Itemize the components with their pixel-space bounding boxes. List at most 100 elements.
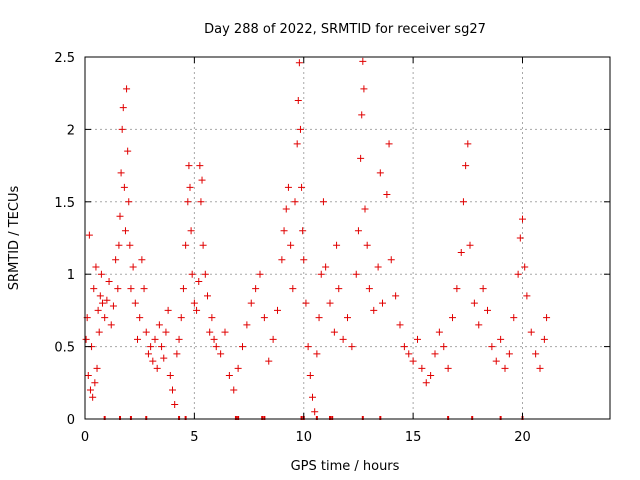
data-point [387, 256, 395, 264]
data-point [184, 198, 192, 206]
data-point [120, 183, 128, 191]
data-point [361, 205, 369, 213]
data-point [93, 364, 101, 372]
data-point [185, 162, 193, 170]
data-point [243, 321, 251, 329]
data-point [177, 314, 185, 322]
data-points [82, 57, 551, 416]
data-point [112, 256, 120, 264]
data-point [131, 299, 139, 307]
x-tick-label: 15 [405, 430, 422, 445]
data-point [304, 343, 312, 351]
data-point [400, 343, 408, 351]
data-point [470, 299, 478, 307]
data-point [294, 96, 302, 104]
data-point [117, 169, 125, 177]
data-point [330, 328, 338, 336]
data-point [92, 263, 100, 271]
data-point [475, 321, 483, 329]
x-tick-label: 0 [81, 430, 89, 445]
data-point [484, 306, 491, 314]
data-point [453, 285, 461, 293]
data-point [127, 285, 135, 293]
data-point [136, 314, 144, 322]
plot-frame [84, 56, 611, 420]
data-point [357, 154, 365, 162]
data-point [144, 350, 152, 358]
data-point [256, 270, 264, 278]
data-point [86, 386, 94, 394]
data-point [85, 231, 93, 239]
data-point [405, 350, 413, 358]
data-point [166, 372, 174, 380]
data-point [182, 241, 190, 249]
data-point [94, 306, 102, 314]
x-tick-label: 10 [295, 430, 312, 445]
data-point [492, 357, 500, 365]
data-point [84, 372, 92, 380]
data-point [510, 314, 518, 322]
data-point [379, 299, 386, 307]
data-point [90, 285, 98, 293]
y-tick-label: 1.5 [54, 196, 75, 211]
data-point [204, 292, 211, 300]
data-point [187, 227, 195, 235]
data-point [363, 241, 371, 249]
data-point [175, 335, 183, 343]
data-point [197, 198, 205, 206]
data-point [114, 285, 122, 293]
data-point [212, 343, 220, 351]
data-point [365, 285, 373, 293]
data-point [247, 299, 255, 307]
x-tick-label: 5 [190, 430, 198, 445]
data-point [155, 321, 163, 329]
data-point [422, 379, 430, 387]
data-point [142, 328, 150, 336]
data-point [284, 183, 292, 191]
data-point [385, 140, 393, 148]
data-point [123, 85, 131, 93]
data-point [101, 314, 109, 322]
data-point [126, 241, 134, 249]
data-point [497, 335, 505, 343]
data-point [339, 335, 347, 343]
x-tick-label: 20 [514, 430, 531, 445]
data-point [239, 343, 246, 351]
data-point [374, 263, 382, 271]
data-point [169, 386, 176, 394]
data-point [298, 183, 306, 191]
data-point [221, 328, 229, 336]
chart-title: Day 288 of 2022, SRMTID for receiver sg2… [204, 22, 486, 37]
data-point [309, 393, 316, 401]
data-point [252, 285, 260, 293]
axis-ticks: 0 5 10 15 20 0 0.5 1 1.5 2 2.5 [54, 51, 610, 445]
data-point [291, 198, 299, 206]
data-point [134, 335, 141, 343]
data-point [119, 104, 127, 112]
data-point [317, 270, 325, 278]
data-point [302, 299, 310, 307]
y-tick-label: 0 [67, 413, 75, 428]
data-point [457, 248, 465, 256]
y-tick-label: 2 [67, 123, 75, 138]
data-point [201, 270, 209, 278]
data-point [188, 270, 196, 278]
data-point [225, 372, 233, 380]
data-point [523, 292, 531, 300]
data-point [418, 364, 426, 372]
data-point [171, 401, 179, 409]
y-tick-label: 0.5 [54, 341, 75, 356]
data-point [479, 285, 487, 293]
data-point [190, 299, 198, 307]
data-point [296, 125, 304, 133]
data-point [319, 198, 327, 206]
data-point [162, 328, 170, 336]
data-point [376, 169, 384, 177]
data-point [82, 335, 90, 343]
y-tick-label: 1 [67, 268, 75, 283]
data-point [299, 227, 307, 235]
data-point [260, 314, 268, 322]
data-point [289, 285, 297, 293]
data-point [313, 350, 321, 358]
